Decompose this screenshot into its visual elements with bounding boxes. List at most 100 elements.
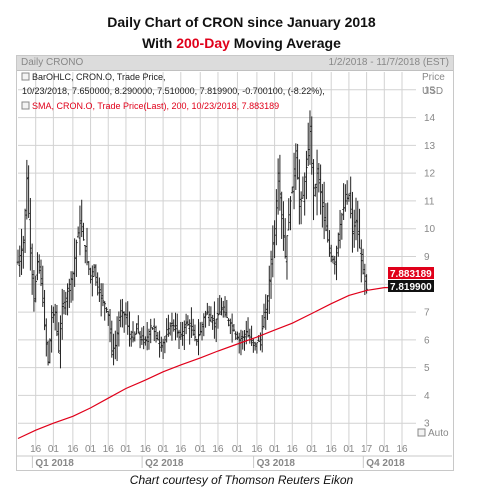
ohlc-bar (45, 318, 48, 357)
legend-sma-icon[interactable] (21, 101, 30, 110)
ohlc-bar (142, 325, 145, 350)
ohlc-bar (71, 271, 75, 301)
x-tick-labels: 16 01 16 01 16 01 16 01 16 01 16 01 16 01 16 01 16 01 17 01… (30, 444, 408, 455)
ohlc-bar (73, 238, 76, 287)
ohlc-bar (285, 235, 289, 280)
ohlc-bar (30, 243, 34, 295)
ohlc-bar (115, 316, 119, 362)
ohlc-bar (130, 330, 133, 347)
ohlc-bar (275, 189, 278, 246)
ohlc-bar (303, 172, 306, 216)
chart-caption: Chart courtesy of Thomson Reuters Eikon (129, 473, 354, 487)
ohlc-bar (278, 154, 282, 211)
ohlc-bar (253, 341, 257, 351)
quarter-label: Q3 2018 (257, 458, 296, 469)
ohlc-bar (147, 328, 151, 350)
ohlc-bar (344, 184, 347, 212)
ohlc-bar (172, 319, 175, 332)
ohlc-bar (213, 301, 216, 339)
ohlc-bar (271, 225, 275, 278)
auto-scale-toggle[interactable]: Auto (417, 428, 449, 439)
ohlc-bar (149, 318, 152, 344)
ohlc-bar (48, 338, 52, 364)
y-tick-label: 15 (424, 85, 436, 96)
ohlc-bar (298, 159, 301, 225)
ohlc-bar (183, 320, 186, 350)
title-prefix: With (142, 35, 177, 51)
ohlc-bar (117, 311, 121, 347)
ohlc-bar (174, 312, 177, 341)
ohlc-bar (218, 295, 221, 315)
ohlc-bar (264, 294, 267, 330)
ohlc-bar (153, 318, 156, 342)
ohlc-bar (202, 313, 206, 337)
x-tick-label: 01 (85, 444, 97, 455)
ohlc-bar (36, 252, 39, 281)
ohlc-bar (191, 318, 195, 336)
sma-tag-text: 7.883189 (390, 269, 432, 280)
y-axis-unit: USD (422, 86, 443, 97)
close-price-tag: 7.819900 (388, 280, 434, 293)
ohlc-bar (57, 322, 60, 354)
ohlc-bar (331, 255, 335, 264)
ohlc-bar (197, 319, 200, 356)
y-tick-labels: 3456789101112131415 (424, 85, 436, 429)
quarter-labels: Q1 2018 Q2 2018 Q3 2018 Q4 2018 (17, 455, 452, 469)
ohlc-bar (64, 291, 67, 315)
ohlc-bar (337, 232, 340, 257)
ohlc-bar (32, 270, 36, 312)
ohlc-bar (310, 116, 313, 175)
ohlc-bar (222, 300, 225, 318)
ohlc-bar (319, 164, 322, 215)
ohlc-bar (186, 315, 190, 327)
y-tick-label: 14 (424, 113, 436, 124)
grid-lines (18, 72, 416, 451)
ohlc-bar (315, 149, 319, 216)
ohlc-bar (122, 311, 126, 333)
ohlc-bar (99, 283, 103, 317)
ohlc-bar (347, 193, 351, 202)
ohlc-bar (314, 183, 317, 197)
ohlc-bar (229, 318, 232, 335)
close-tag-text: 7.819900 (390, 282, 432, 293)
sma-line (17, 286, 394, 440)
ohlc-bar (261, 315, 264, 353)
x-tick-label: 16 (212, 444, 224, 455)
ohlc-bar (322, 181, 326, 240)
ohlc-bar (39, 259, 43, 287)
ohlc-bar (27, 165, 30, 218)
ohlc-bar (243, 330, 246, 351)
ohlc-bar (236, 331, 239, 340)
title-highlight: 200-Day (176, 35, 230, 51)
sma-price-tag: 7.883189 (388, 267, 434, 280)
y-tick-label: 13 (424, 141, 436, 152)
ohlc-bar (161, 338, 165, 360)
ohlc-bar (225, 299, 229, 319)
ohlc-bar (85, 227, 89, 266)
ohlc-bar (324, 203, 328, 232)
ohlc-bar (62, 289, 66, 315)
ohlc-bar (255, 342, 259, 354)
ohlc-bar (25, 159, 29, 220)
ohlc-bar (144, 336, 147, 346)
ohlc-bar (199, 322, 202, 336)
ohlc-bar (354, 197, 358, 241)
ohlc-bar (358, 208, 361, 249)
ohlc-bar (220, 297, 223, 316)
ohlc-bar (170, 312, 174, 341)
ohlc-bar (112, 333, 115, 366)
legend-ohlc-icon[interactable] (21, 72, 30, 81)
ohlc-bar (292, 152, 296, 210)
auto-label: Auto (428, 428, 449, 439)
panel-name: Daily CRONO (21, 57, 84, 68)
ohlc-bar (188, 319, 191, 345)
ohlc-bar (76, 226, 80, 238)
x-tick-label: 16 (30, 444, 42, 455)
ohlc-bar (349, 176, 352, 219)
x-tick-label: 01 (269, 444, 281, 455)
ohlc-bar (280, 191, 283, 239)
ohlc-bar (119, 299, 122, 328)
chart-panel[interactable]: Daily CRONO 1/2/2018 - 11/7/2018 (EST) (16, 55, 454, 471)
ohlc-bar (287, 198, 290, 231)
